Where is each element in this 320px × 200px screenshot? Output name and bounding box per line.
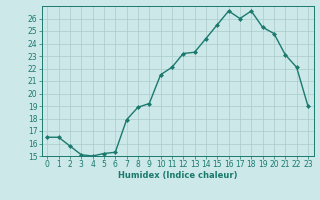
- X-axis label: Humidex (Indice chaleur): Humidex (Indice chaleur): [118, 171, 237, 180]
